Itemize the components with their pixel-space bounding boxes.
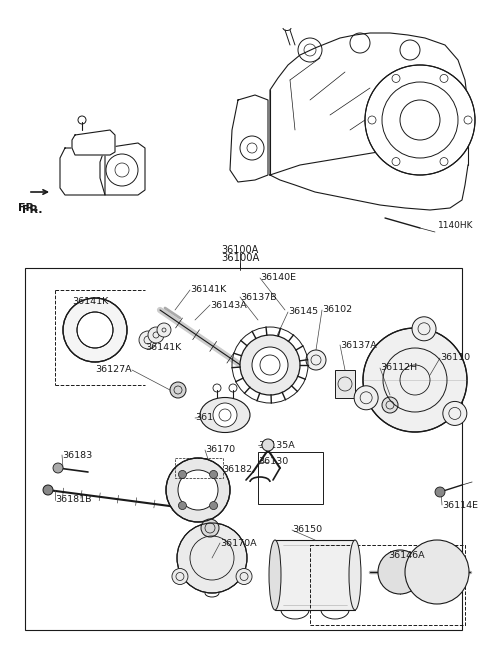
Text: 36146A: 36146A xyxy=(388,550,425,559)
Polygon shape xyxy=(270,33,468,175)
Text: 36141K: 36141K xyxy=(145,343,181,352)
Circle shape xyxy=(166,458,230,522)
Text: 36130: 36130 xyxy=(258,457,288,466)
Circle shape xyxy=(179,502,186,510)
Text: 36141K: 36141K xyxy=(72,297,108,307)
Text: 36102: 36102 xyxy=(322,305,352,314)
Circle shape xyxy=(435,487,445,497)
Text: 36100A: 36100A xyxy=(221,253,259,263)
Circle shape xyxy=(440,75,448,83)
Polygon shape xyxy=(60,148,105,195)
Circle shape xyxy=(179,470,186,478)
Circle shape xyxy=(440,158,448,166)
Circle shape xyxy=(365,65,475,175)
Text: 36137B: 36137B xyxy=(240,293,276,301)
Circle shape xyxy=(354,386,378,410)
Circle shape xyxy=(262,439,274,451)
Text: 36145: 36145 xyxy=(288,307,318,316)
Circle shape xyxy=(412,317,436,341)
Text: 36170A: 36170A xyxy=(220,538,257,548)
Text: 36135A: 36135A xyxy=(258,441,295,449)
Circle shape xyxy=(240,335,300,395)
Circle shape xyxy=(363,328,467,432)
Circle shape xyxy=(43,485,53,495)
Text: 36150: 36150 xyxy=(292,525,322,534)
Circle shape xyxy=(368,116,376,124)
Text: 36140E: 36140E xyxy=(260,274,296,282)
Text: 36112H: 36112H xyxy=(380,364,417,373)
Bar xyxy=(335,370,355,398)
Text: 36120: 36120 xyxy=(195,413,225,422)
Circle shape xyxy=(170,382,186,398)
Text: 36137A: 36137A xyxy=(340,341,377,350)
Circle shape xyxy=(378,550,422,594)
Circle shape xyxy=(77,312,113,348)
Circle shape xyxy=(382,397,398,413)
Circle shape xyxy=(178,470,218,510)
Circle shape xyxy=(392,75,400,83)
Text: 36183: 36183 xyxy=(62,451,92,460)
Text: 36181B: 36181B xyxy=(55,495,92,504)
Circle shape xyxy=(213,403,237,427)
Ellipse shape xyxy=(200,398,250,432)
Text: FR.: FR. xyxy=(22,205,43,215)
Polygon shape xyxy=(230,95,268,182)
Text: 36100A: 36100A xyxy=(221,245,259,255)
Text: FR.: FR. xyxy=(18,203,38,213)
Circle shape xyxy=(392,158,400,166)
Bar xyxy=(175,458,223,478)
Circle shape xyxy=(210,502,217,510)
Polygon shape xyxy=(100,143,145,195)
Circle shape xyxy=(177,523,247,593)
Text: 36110: 36110 xyxy=(440,354,470,362)
Circle shape xyxy=(443,402,467,426)
Circle shape xyxy=(157,323,171,337)
Ellipse shape xyxy=(349,540,361,610)
Text: 36114E: 36114E xyxy=(442,500,478,510)
Text: 36182: 36182 xyxy=(222,466,252,474)
Circle shape xyxy=(252,347,288,383)
Circle shape xyxy=(53,463,63,473)
Circle shape xyxy=(148,327,164,343)
Circle shape xyxy=(139,331,157,349)
Circle shape xyxy=(63,298,127,362)
Text: 1140HK: 1140HK xyxy=(438,221,473,229)
Circle shape xyxy=(201,519,219,537)
Circle shape xyxy=(210,470,217,478)
Circle shape xyxy=(306,350,326,370)
Text: 36141K: 36141K xyxy=(190,286,226,295)
Bar xyxy=(25,268,462,630)
Circle shape xyxy=(236,569,252,584)
Text: 36127A: 36127A xyxy=(96,365,132,375)
Bar xyxy=(258,452,323,504)
Circle shape xyxy=(464,116,472,124)
Text: 36170: 36170 xyxy=(205,445,235,455)
Circle shape xyxy=(405,540,469,604)
Bar xyxy=(275,540,355,610)
Bar xyxy=(310,545,465,625)
Circle shape xyxy=(172,569,188,584)
Text: 36143A: 36143A xyxy=(210,301,247,310)
Ellipse shape xyxy=(269,540,281,610)
Polygon shape xyxy=(72,130,115,155)
